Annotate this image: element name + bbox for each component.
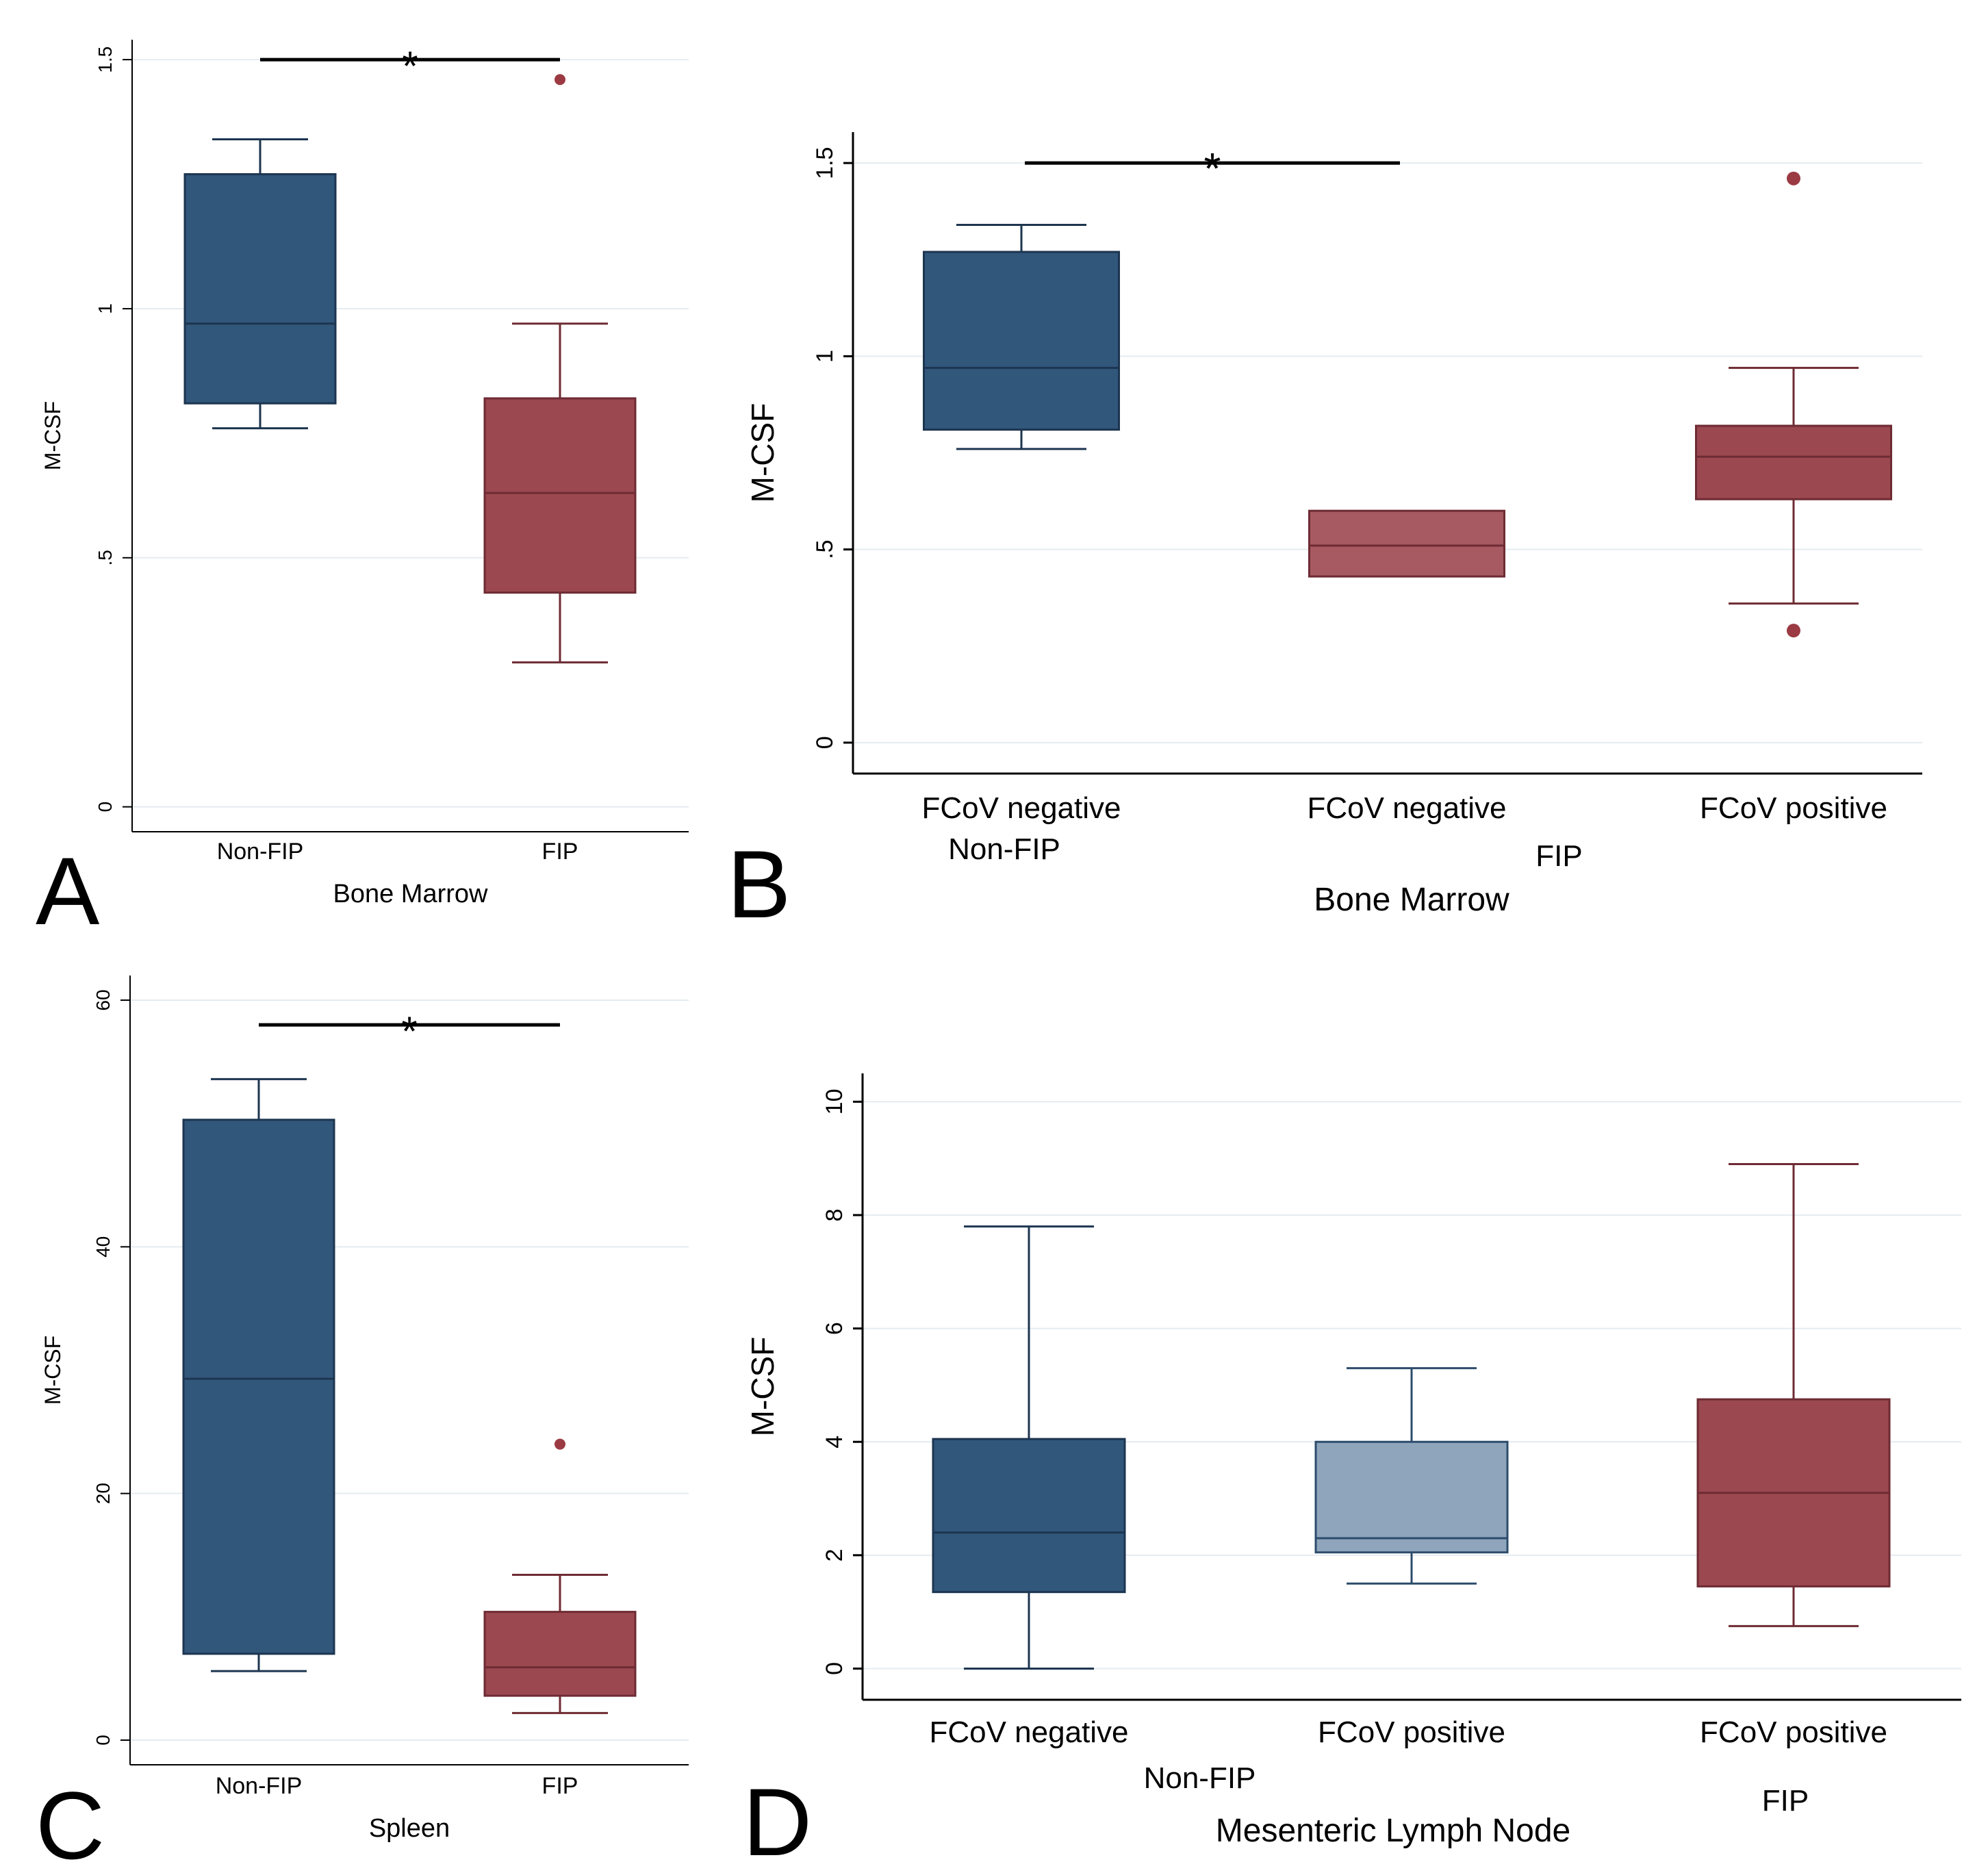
category-label-D-0: FCoV negative bbox=[929, 1716, 1128, 1749]
category-label-D-1: FCoV positive bbox=[1318, 1716, 1505, 1749]
box-body-A-0 bbox=[183, 173, 337, 405]
chart-panel-D: 0 2 4 6 8 10 M-CSF FCoV negative FCoV positive FC… bbox=[743, 1073, 1961, 1862]
x-axis-title-C: Spleen bbox=[369, 1814, 450, 1843]
panel-letter-C: C bbox=[36, 1772, 105, 1862]
category-label-A-0: Non-FIP bbox=[217, 839, 304, 865]
box-body-D-1 bbox=[1314, 1440, 1509, 1554]
ytick-label-C-0: 0 bbox=[92, 1735, 114, 1746]
ytick-label-B-3: 1.5 bbox=[812, 147, 838, 179]
outlier-B-2-0 bbox=[1787, 171, 1800, 186]
ytick-label-B-0: 0 bbox=[812, 736, 838, 749]
y-axis-title-B: M-CSF bbox=[745, 403, 780, 503]
panel-letter-A: A bbox=[36, 837, 100, 945]
box-B-1 bbox=[1308, 509, 1505, 578]
chart-panel-B: 0 .5 1 1.5 M-CSF FCoV negative FCoV negative FC… bbox=[727, 132, 1922, 938]
ytick-label-C-3: 60 bbox=[92, 989, 114, 1010]
ytick-label-D-3: 6 bbox=[821, 1322, 848, 1335]
box-C-1 bbox=[483, 1438, 637, 1714]
ytick-label-D-5: 10 bbox=[821, 1088, 848, 1114]
significance-label-B-0: * bbox=[1204, 144, 1221, 193]
box-body-B-0 bbox=[923, 251, 1120, 431]
y-axis-title-C: M-CSF bbox=[40, 1336, 65, 1405]
box-A-1 bbox=[483, 74, 637, 664]
ytick-label-B-1: .5 bbox=[812, 539, 838, 559]
ytick-label-C-2: 40 bbox=[92, 1236, 114, 1258]
box-B-2 bbox=[1695, 171, 1892, 638]
box-D-0 bbox=[932, 1225, 1126, 1670]
ytick-label-C-1: 20 bbox=[92, 1483, 114, 1504]
ytick-label-D-4: 8 bbox=[821, 1209, 848, 1222]
x-axis-title-D: Mesenteric Lymph Node bbox=[1216, 1813, 1570, 1849]
group-label-D-0: Non-FIP bbox=[1144, 1761, 1256, 1795]
panel-letter-D: D bbox=[743, 1768, 812, 1862]
y-axis-title-D: M-CSF bbox=[745, 1337, 780, 1437]
box-D-2 bbox=[1696, 1162, 1891, 1627]
panel-letter-B: B bbox=[727, 830, 791, 938]
category-label-B-1: FCoV negative bbox=[1307, 791, 1506, 825]
ytick-label-B-2: 1 bbox=[812, 350, 838, 363]
y-axis-title-A: M-CSF bbox=[40, 401, 65, 470]
box-B-0 bbox=[923, 223, 1120, 450]
ytick-label-A-2: 1 bbox=[94, 303, 116, 314]
ytick-label-D-1: 2 bbox=[821, 1548, 848, 1561]
box-body-B-1 bbox=[1308, 509, 1505, 578]
group-label-B-1: FIP bbox=[1535, 839, 1582, 873]
ytick-label-D-2: 4 bbox=[821, 1436, 848, 1449]
box-A-0 bbox=[183, 138, 337, 430]
outlier-A-1-0 bbox=[555, 74, 565, 86]
box-body-C-0 bbox=[182, 1119, 335, 1655]
box-C-0 bbox=[182, 1077, 335, 1672]
category-label-D-2: FCoV positive bbox=[1700, 1716, 1887, 1749]
box-D-1 bbox=[1314, 1367, 1509, 1585]
outlier-B-2-1 bbox=[1787, 624, 1800, 638]
box-body-A-1 bbox=[483, 397, 637, 594]
category-label-B-2: FCoV positive bbox=[1700, 791, 1887, 825]
chart-panel-A: 0 .5 1 1.5 M-CSF Non-FIP FIP Bone Marrow * A bbox=[36, 40, 689, 945]
box-body-D-0 bbox=[932, 1438, 1126, 1594]
category-label-A-1: FIP bbox=[542, 839, 578, 865]
ytick-label-D-0: 0 bbox=[821, 1662, 848, 1675]
group-label-B-0: Non-FIP bbox=[948, 832, 1060, 866]
box-body-C-1 bbox=[483, 1611, 637, 1697]
category-label-B-0: FCoV negative bbox=[921, 791, 1121, 825]
group-label-D-1: FIP bbox=[1762, 1784, 1809, 1818]
chart-panel-C: 0 20 40 60 M-CSF Non-FIP FIP Spleen * C bbox=[36, 975, 689, 1862]
box-body-B-2 bbox=[1695, 424, 1892, 500]
significance-label-A-0: * bbox=[402, 43, 418, 89]
significance-label-C-0: * bbox=[401, 1008, 417, 1054]
ytick-label-A-1: .5 bbox=[94, 550, 116, 565]
x-axis-title-A: Bone Marrow bbox=[333, 880, 489, 908]
ytick-label-A-0: 0 bbox=[94, 802, 116, 813]
outlier-C-1-0 bbox=[555, 1438, 565, 1450]
category-label-C-0: Non-FIP bbox=[216, 1773, 303, 1799]
x-axis-title-B: Bone Marrow bbox=[1314, 882, 1509, 918]
ytick-label-A-3: 1.5 bbox=[94, 47, 116, 73]
category-label-C-1: FIP bbox=[542, 1773, 578, 1799]
